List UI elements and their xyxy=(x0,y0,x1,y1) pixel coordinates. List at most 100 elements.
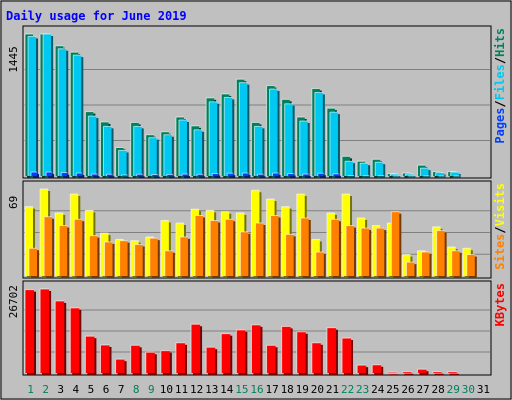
legend-hits: Hits xyxy=(493,28,507,57)
bar-pages-day-28 xyxy=(438,175,447,178)
bar-kbytes-day-16 xyxy=(250,324,263,375)
legend-files: Files xyxy=(493,64,507,100)
bar-files-day-16 xyxy=(253,125,265,178)
x-tick-label: 11 xyxy=(175,383,188,396)
x-tick-label: 19 xyxy=(296,383,309,396)
bar-kbytes-day-24 xyxy=(371,364,384,375)
x-tick-label: 4 xyxy=(73,383,80,396)
legend-pages: Pages xyxy=(493,108,507,144)
bar-kbytes-day-22 xyxy=(341,337,354,375)
bar-pages-day-2 xyxy=(45,171,55,178)
x-tick-label: 13 xyxy=(205,383,218,396)
legend-separator: / xyxy=(493,57,507,64)
bar-kbytes-day-19 xyxy=(296,331,308,375)
bar-kbytes-day-5 xyxy=(84,335,97,375)
x-tick-label: 31 xyxy=(477,383,490,396)
series-pages xyxy=(30,171,462,178)
bar-sites-day-19 xyxy=(300,217,311,278)
bar-sites-day-7 xyxy=(119,240,130,278)
bar-kbytes-day-3 xyxy=(54,300,67,375)
bar-sites-day-2 xyxy=(43,216,55,278)
bar-kbytes-day-10 xyxy=(160,350,172,375)
bar-sites-day-6 xyxy=(103,241,115,278)
bar-pages-day-27 xyxy=(423,175,432,178)
x-tick-label: 3 xyxy=(57,383,64,396)
bar-files-day-10 xyxy=(163,134,174,178)
bar-kbytes-day-7 xyxy=(115,358,127,375)
bar-kbytes-day-21 xyxy=(326,327,338,375)
x-tick-label: 8 xyxy=(133,383,140,396)
bar-pages-day-9 xyxy=(151,174,160,178)
bar-kbytes-day-2 xyxy=(39,288,52,375)
bar-pages-day-5 xyxy=(90,173,100,178)
bar-pages-day-13 xyxy=(211,173,221,178)
bar-files-day-3 xyxy=(57,48,69,178)
bar-kbytes-day-17 xyxy=(266,344,278,375)
bar-sites-day-8 xyxy=(134,243,145,278)
legend-separator: / xyxy=(493,226,507,233)
bar-files-day-5 xyxy=(87,115,99,178)
bar-pages-day-23 xyxy=(362,175,372,178)
bar-sites-day-18 xyxy=(285,233,296,278)
bar-visits-day-10 xyxy=(160,220,171,278)
bar-files-day-1 xyxy=(27,35,38,178)
bar-sites-day-22 xyxy=(345,225,357,278)
panel-max-label: 69 xyxy=(7,196,20,209)
bar-kbytes-day-13 xyxy=(205,346,218,375)
bar-kbytes-day-8 xyxy=(130,344,142,375)
bar-sites-day-27 xyxy=(421,251,432,278)
bar-files-day-14 xyxy=(223,96,235,178)
series-sites xyxy=(28,211,477,278)
x-tick-label: 18 xyxy=(281,383,294,396)
bar-files-day-2 xyxy=(42,33,54,178)
x-tick-label: 17 xyxy=(265,383,278,396)
bar-pages-day-26 xyxy=(407,175,417,178)
x-tick-label: 6 xyxy=(103,383,110,396)
panel-side-legend: Sites/Visits xyxy=(493,183,507,270)
bar-pages-day-6 xyxy=(105,173,115,178)
bar-pages-day-16 xyxy=(256,173,266,178)
bar-sites-day-25 xyxy=(390,211,402,278)
bar-files-day-21 xyxy=(329,111,340,178)
bar-kbytes-day-14 xyxy=(220,333,233,375)
bar-pages-day-25 xyxy=(392,175,402,178)
bar-kbytes-day-29 xyxy=(447,371,459,375)
bar-kbytes-day-28 xyxy=(432,371,444,375)
bar-kbytes-day-11 xyxy=(175,342,187,375)
bar-sites-day-16 xyxy=(254,222,266,278)
bar-pages-day-24 xyxy=(377,175,387,178)
bar-files-day-24 xyxy=(374,161,386,178)
bar-sites-day-5 xyxy=(88,235,100,278)
bar-sites-day-30 xyxy=(466,254,477,278)
bar-files-day-26 xyxy=(404,173,416,178)
bar-files-day-7 xyxy=(118,149,129,178)
bar-sites-day-3 xyxy=(58,225,70,278)
bar-files-day-19 xyxy=(299,120,310,178)
bar-files-day-18 xyxy=(284,103,295,178)
x-tick-label: 23 xyxy=(356,383,369,396)
legend-kbytes: KBytes xyxy=(493,283,507,326)
bar-pages-day-1 xyxy=(30,171,39,178)
bar-sites-day-23 xyxy=(360,227,372,278)
panel-visits-sites: 69 Sites/Visits xyxy=(7,180,507,279)
bar-files-day-15 xyxy=(238,82,250,178)
bar-pages-day-11 xyxy=(181,173,190,178)
bar-sites-day-24 xyxy=(375,227,387,278)
bar-files-day-11 xyxy=(178,119,189,178)
bar-kbytes-day-25 xyxy=(386,371,399,375)
bar-files-day-17 xyxy=(269,88,280,178)
bar-pages-day-29 xyxy=(453,175,462,178)
bar-pages-day-3 xyxy=(60,172,70,178)
bar-pages-day-7 xyxy=(121,174,130,178)
bar-files-day-4 xyxy=(72,54,84,178)
chart-title: Daily usage for June 2019 xyxy=(6,9,187,23)
bar-sites-day-28 xyxy=(436,230,447,278)
series-kbytes xyxy=(24,288,459,375)
bar-files-day-8 xyxy=(133,125,144,178)
bar-pages-day-18 xyxy=(287,173,296,178)
bar-pages-day-21 xyxy=(332,173,341,178)
bar-kbytes-day-6 xyxy=(99,344,112,375)
